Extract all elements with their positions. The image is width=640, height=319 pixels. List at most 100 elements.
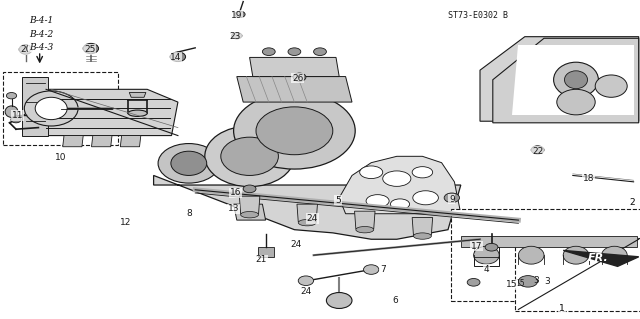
Polygon shape <box>92 136 112 147</box>
Ellipse shape <box>314 48 326 56</box>
Ellipse shape <box>356 226 374 233</box>
Ellipse shape <box>563 246 589 264</box>
Text: B-4-3: B-4-3 <box>29 43 53 52</box>
Bar <box>3 72 118 145</box>
Text: 19: 19 <box>231 11 243 20</box>
Ellipse shape <box>383 171 411 186</box>
Ellipse shape <box>256 107 333 155</box>
Polygon shape <box>250 57 339 77</box>
Ellipse shape <box>444 193 460 203</box>
Text: 11: 11 <box>12 111 24 120</box>
Ellipse shape <box>554 62 598 97</box>
Text: 26: 26 <box>292 74 303 83</box>
Text: 17: 17 <box>471 242 483 251</box>
Text: 24: 24 <box>290 240 301 249</box>
Ellipse shape <box>235 11 245 18</box>
Text: 2: 2 <box>630 198 635 207</box>
Polygon shape <box>512 45 634 115</box>
Polygon shape <box>22 77 48 136</box>
Text: 1: 1 <box>559 304 564 313</box>
Text: 9: 9 <box>449 195 454 204</box>
Ellipse shape <box>262 48 275 56</box>
Text: 8: 8 <box>186 209 191 218</box>
Polygon shape <box>493 38 639 123</box>
Ellipse shape <box>221 137 278 175</box>
Text: 25: 25 <box>84 45 95 54</box>
Polygon shape <box>563 250 639 266</box>
FancyBboxPatch shape <box>451 209 640 301</box>
Polygon shape <box>355 211 375 229</box>
Text: 12: 12 <box>120 218 132 227</box>
Polygon shape <box>120 136 141 147</box>
Text: 18: 18 <box>583 174 595 182</box>
Ellipse shape <box>128 110 147 116</box>
Polygon shape <box>237 77 352 102</box>
Ellipse shape <box>366 195 389 207</box>
Ellipse shape <box>413 233 431 239</box>
Text: 15: 15 <box>515 279 525 288</box>
Text: 4: 4 <box>484 265 489 274</box>
Bar <box>258 247 274 257</box>
Text: B-4-3: B-4-3 <box>29 43 53 52</box>
Ellipse shape <box>11 116 21 123</box>
Polygon shape <box>63 136 83 147</box>
Ellipse shape <box>293 73 306 81</box>
Text: 20: 20 <box>20 45 31 54</box>
Polygon shape <box>297 204 317 222</box>
FancyBboxPatch shape <box>515 238 640 311</box>
Ellipse shape <box>243 185 256 193</box>
Polygon shape <box>339 156 461 214</box>
Text: ST73-E0302 B: ST73-E0302 B <box>448 11 508 20</box>
Text: 16: 16 <box>230 189 241 197</box>
Text: 24: 24 <box>300 287 312 296</box>
Polygon shape <box>234 204 266 220</box>
Polygon shape <box>44 89 178 136</box>
Ellipse shape <box>364 265 379 274</box>
Text: 7: 7 <box>380 265 385 274</box>
Text: 15: 15 <box>506 280 518 289</box>
Bar <box>474 247 499 266</box>
Text: B-4-1: B-4-1 <box>29 16 53 25</box>
Text: 22: 22 <box>532 147 543 156</box>
Ellipse shape <box>595 75 627 97</box>
Ellipse shape <box>19 45 32 54</box>
Polygon shape <box>129 93 146 97</box>
Ellipse shape <box>326 293 352 308</box>
Text: 2: 2 <box>630 198 635 207</box>
Text: 21: 21 <box>255 256 267 264</box>
Ellipse shape <box>360 166 383 179</box>
Ellipse shape <box>288 48 301 56</box>
Text: 10: 10 <box>55 153 67 162</box>
Text: 23: 23 <box>230 32 241 41</box>
Ellipse shape <box>170 52 186 62</box>
Ellipse shape <box>232 33 242 39</box>
Polygon shape <box>154 175 461 239</box>
Ellipse shape <box>83 43 99 54</box>
Text: 13: 13 <box>228 204 239 213</box>
Ellipse shape <box>35 97 67 120</box>
Polygon shape <box>239 196 260 214</box>
Ellipse shape <box>474 246 499 264</box>
Ellipse shape <box>557 89 595 115</box>
Text: B-4-1: B-4-1 <box>29 16 53 25</box>
Ellipse shape <box>531 146 544 154</box>
Text: 1: 1 <box>559 304 564 313</box>
Ellipse shape <box>298 219 316 226</box>
Ellipse shape <box>413 191 438 205</box>
Polygon shape <box>480 37 639 121</box>
Text: 14: 14 <box>170 53 182 62</box>
Text: 6: 6 <box>393 296 398 305</box>
Ellipse shape <box>24 91 78 126</box>
Ellipse shape <box>412 167 433 178</box>
Polygon shape <box>461 236 637 247</box>
Ellipse shape <box>518 246 544 264</box>
Ellipse shape <box>171 151 207 175</box>
Ellipse shape <box>6 93 17 99</box>
Ellipse shape <box>205 126 294 187</box>
Ellipse shape <box>564 71 588 89</box>
Ellipse shape <box>390 199 410 210</box>
Polygon shape <box>412 218 433 235</box>
Text: 3: 3 <box>545 277 550 286</box>
Ellipse shape <box>5 106 18 117</box>
Text: B-4-2: B-4-2 <box>29 30 53 39</box>
